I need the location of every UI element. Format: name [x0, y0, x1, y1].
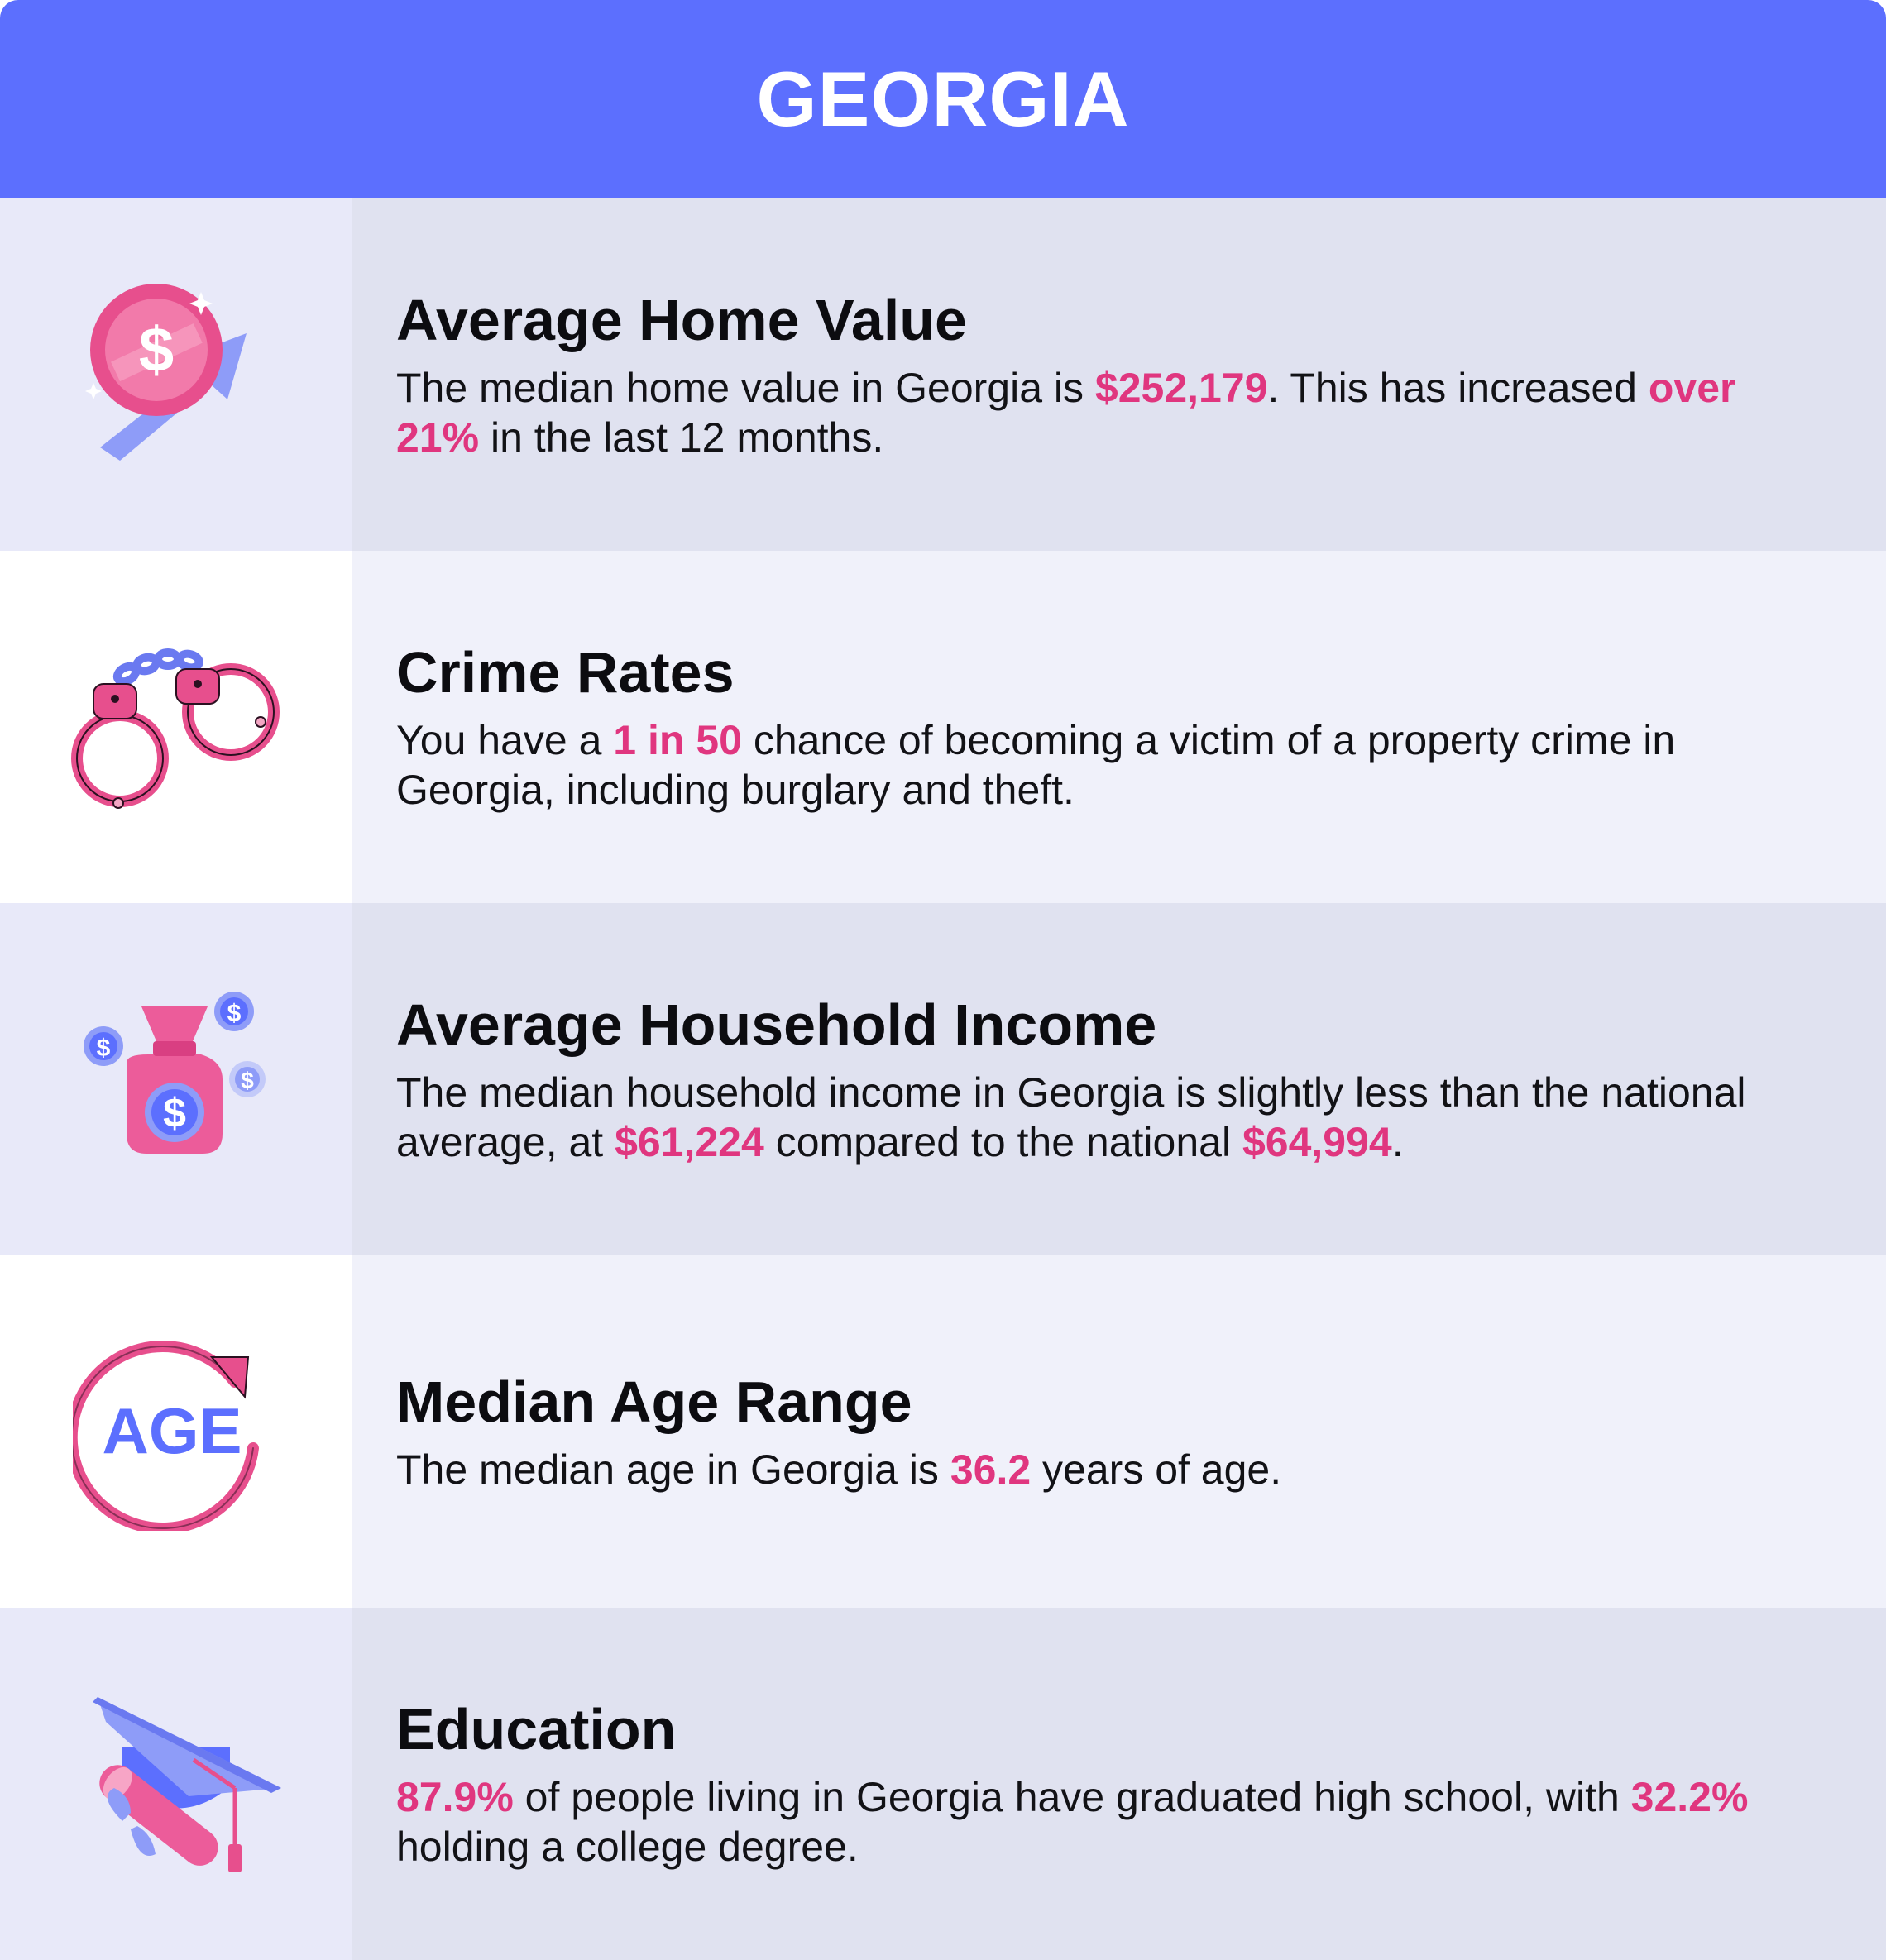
svg-text:$: $	[139, 315, 174, 385]
text-cell: Crime Rates You have a 1 in 50 chance of…	[352, 551, 1886, 903]
text-cell: Average Home Value The median home value…	[352, 198, 1886, 551]
text-cell: Average Household Income The median hous…	[352, 903, 1886, 1255]
svg-text:$: $	[97, 1035, 111, 1062]
age-cycle-icon: AGE	[73, 1332, 280, 1531]
row-description: The median home value in Georgia is $252…	[396, 365, 1736, 461]
row-title: Average Household Income	[396, 992, 1157, 1057]
icon-cell: $	[0, 198, 352, 551]
college-highlight: 32.2%	[1630, 1774, 1749, 1820]
row-description: The median household income in Georgia i…	[396, 1069, 1746, 1165]
row-description: The median age in Georgia is 36.2 years …	[396, 1446, 1282, 1493]
text-cell: Education 87.9% of people living in Geor…	[352, 1608, 1886, 1960]
stat-row-home-value: $ Average Home Value The median home val…	[0, 198, 1886, 551]
georgia-income-highlight: $61,224	[615, 1119, 764, 1165]
high-school-highlight: 87.9%	[396, 1774, 514, 1820]
icon-cell	[0, 1608, 352, 1960]
handcuffs-icon	[69, 644, 284, 810]
crime-odds-highlight: 1 in 50	[613, 717, 742, 763]
row-title: Education	[396, 1697, 677, 1762]
home-value-highlight: $252,179	[1094, 365, 1268, 411]
svg-text:$: $	[163, 1090, 186, 1136]
text-cell: Median Age Range The median age in Georg…	[352, 1255, 1886, 1608]
icon-cell: $ $ $ $	[0, 903, 352, 1255]
icon-cell	[0, 551, 352, 903]
stat-row-education: Education 87.9% of people living in Geor…	[0, 1608, 1886, 1960]
coin-growth-icon: $	[77, 284, 275, 466]
svg-text:$: $	[227, 1000, 242, 1027]
icon-cell: AGE	[0, 1255, 352, 1608]
stat-row-crime-rates: Crime Rates You have a 1 in 50 chance of…	[0, 551, 1886, 903]
median-age-highlight: 36.2	[950, 1446, 1032, 1493]
money-bag-icon: $ $ $ $	[77, 988, 275, 1170]
increase-highlight: over 21%	[396, 365, 1736, 461]
row-description: You have a 1 in 50 chance of becoming a …	[396, 717, 1676, 813]
row-title: Average Home Value	[396, 288, 967, 352]
stat-row-household-income: $ $ $ $ Average Household Income The med…	[0, 903, 1886, 1255]
stat-row-median-age: AGE Median Age Range The median age in G…	[0, 1255, 1886, 1608]
row-title: Crime Rates	[396, 640, 735, 705]
row-title: Median Age Range	[396, 1370, 912, 1434]
graduation-cap-icon	[65, 1689, 288, 1879]
svg-text:AGE: AGE	[102, 1394, 242, 1467]
svg-text:$: $	[241, 1068, 254, 1093]
national-income-highlight: $64,994	[1242, 1119, 1392, 1165]
header-banner: GEORGIA	[0, 0, 1886, 198]
row-description: 87.9% of people living in Georgia have g…	[396, 1774, 1749, 1870]
page-title: GEORGIA	[756, 55, 1130, 142]
